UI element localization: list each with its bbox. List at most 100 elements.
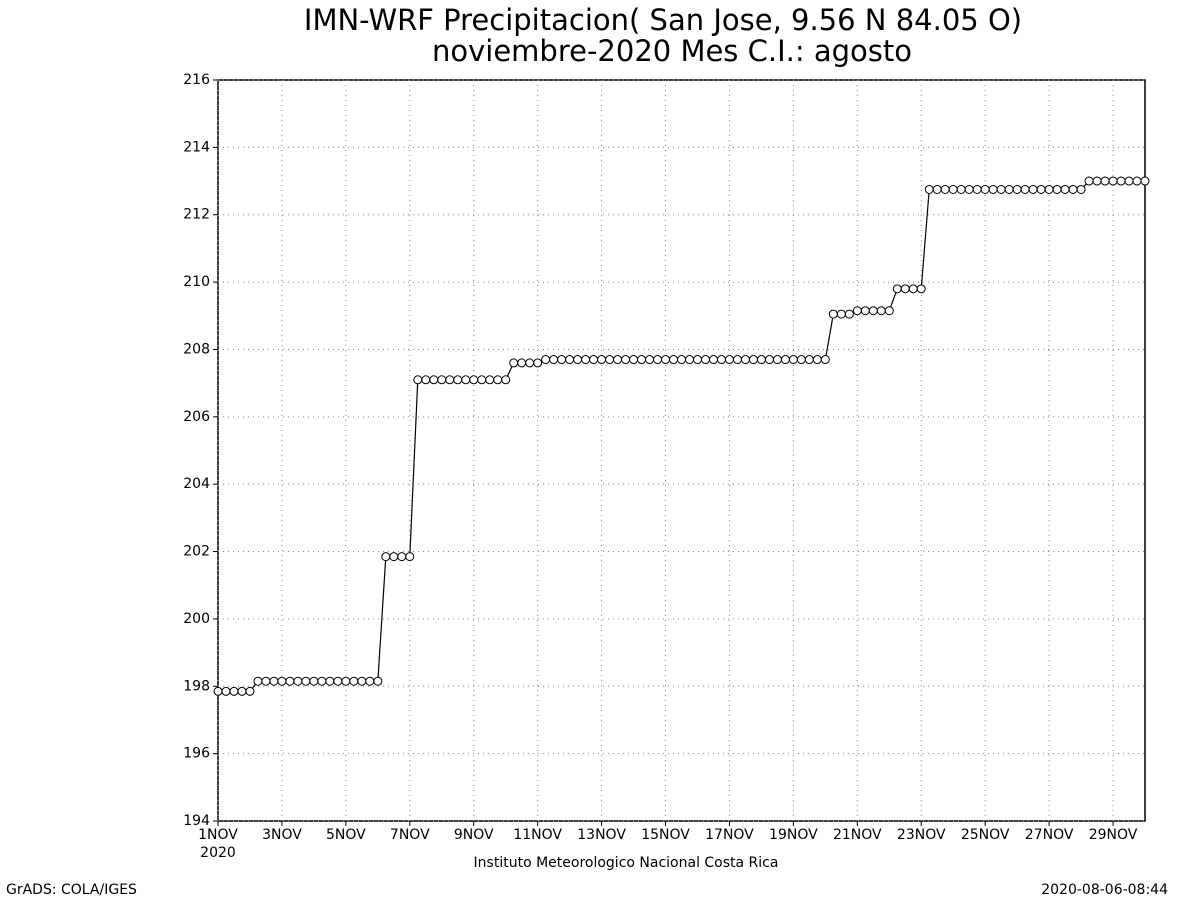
point-marker [437, 375, 447, 385]
point-marker [908, 284, 918, 294]
point-marker [932, 184, 942, 194]
point-marker [629, 355, 639, 365]
point-marker [900, 284, 910, 294]
point-marker [884, 306, 894, 316]
point-marker [1012, 184, 1022, 194]
point-marker [645, 355, 655, 365]
point-marker [820, 355, 830, 365]
point-marker [597, 355, 607, 365]
y-tick-label: 200 [183, 611, 210, 627]
point-marker [589, 355, 599, 365]
point-marker [956, 184, 966, 194]
point-marker [277, 676, 287, 686]
point-marker [692, 355, 702, 365]
point-marker [349, 676, 359, 686]
point-marker [756, 355, 766, 365]
point-marker [485, 375, 495, 385]
point-marker [1044, 184, 1054, 194]
point-marker [972, 184, 982, 194]
point-marker [509, 358, 519, 368]
y-tick-label: 204 [183, 476, 210, 492]
point-marker [724, 355, 734, 365]
point-marker [780, 355, 790, 365]
point-marker [517, 358, 527, 368]
point-marker [1060, 184, 1070, 194]
y-tick-label: 198 [183, 678, 210, 694]
point-marker [333, 676, 343, 686]
x-tick-label: 29NOV [1089, 827, 1138, 843]
point-marker [405, 552, 415, 562]
point-marker [700, 355, 710, 365]
point-marker [772, 355, 782, 365]
point-marker [253, 676, 263, 686]
x-tick-label: 5NOV [326, 827, 366, 843]
x-tick-label: 1NOV [198, 827, 238, 843]
point-marker [445, 375, 455, 385]
point-marker [525, 358, 535, 368]
point-marker [1124, 176, 1134, 186]
point-marker [1116, 176, 1126, 186]
point-marker [732, 355, 742, 365]
point-marker [996, 184, 1006, 194]
point-marker [1020, 184, 1030, 194]
point-marker [836, 309, 846, 319]
x-tick-label: 17NOV [705, 827, 754, 843]
point-marker [1092, 176, 1102, 186]
y-tick-label: 196 [183, 746, 210, 762]
x-tick-label: 13NOV [577, 827, 626, 843]
point-marker [1084, 176, 1094, 186]
x-tick-label: 25NOV [961, 827, 1010, 843]
y-tick-label: 216 [183, 72, 210, 88]
point-marker [613, 355, 623, 365]
point-marker [1132, 176, 1142, 186]
point-marker [317, 676, 327, 686]
point-marker [980, 184, 990, 194]
point-marker [748, 355, 758, 365]
point-marker [637, 355, 647, 365]
footer-left: GrADS: COLA/IGES [6, 882, 137, 898]
point-marker [453, 375, 463, 385]
point-marker [844, 309, 854, 319]
point-marker [653, 355, 663, 365]
point-marker [1028, 184, 1038, 194]
point-marker [684, 355, 694, 365]
point-marker [365, 676, 375, 686]
point-marker [269, 676, 279, 686]
point-marker [852, 306, 862, 316]
point-marker [924, 184, 934, 194]
point-marker [477, 375, 487, 385]
point-marker [549, 355, 559, 365]
point-marker [796, 355, 806, 365]
point-marker [389, 552, 399, 562]
point-marker [357, 676, 367, 686]
point-marker [309, 676, 319, 686]
point-marker [621, 355, 631, 365]
point-marker [1036, 184, 1046, 194]
x-tick-label: 15NOV [641, 827, 690, 843]
y-tick-label: 214 [183, 139, 210, 155]
point-marker [429, 375, 439, 385]
point-marker [1076, 184, 1086, 194]
x-tick-label: 21NOV [833, 827, 882, 843]
point-marker [892, 284, 902, 294]
point-marker [708, 355, 718, 365]
point-marker [565, 355, 575, 365]
point-marker [373, 676, 383, 686]
x-sublabel: 2020 [200, 845, 236, 861]
point-marker [940, 184, 950, 194]
point-marker [876, 306, 886, 316]
point-marker [213, 686, 223, 696]
point-marker [221, 686, 231, 696]
x-tick-label: 23NOV [897, 827, 946, 843]
y-tick-label: 206 [183, 409, 210, 425]
point-marker [860, 306, 870, 316]
point-marker [677, 355, 686, 365]
point-marker [740, 355, 750, 365]
x-tick-label: 7NOV [390, 827, 430, 843]
point-marker [293, 676, 303, 686]
point-marker [469, 375, 479, 385]
footer-right: 2020-08-06-08:44 [1041, 882, 1168, 898]
x-tick-label: 9NOV [454, 827, 494, 843]
point-marker [533, 358, 543, 368]
